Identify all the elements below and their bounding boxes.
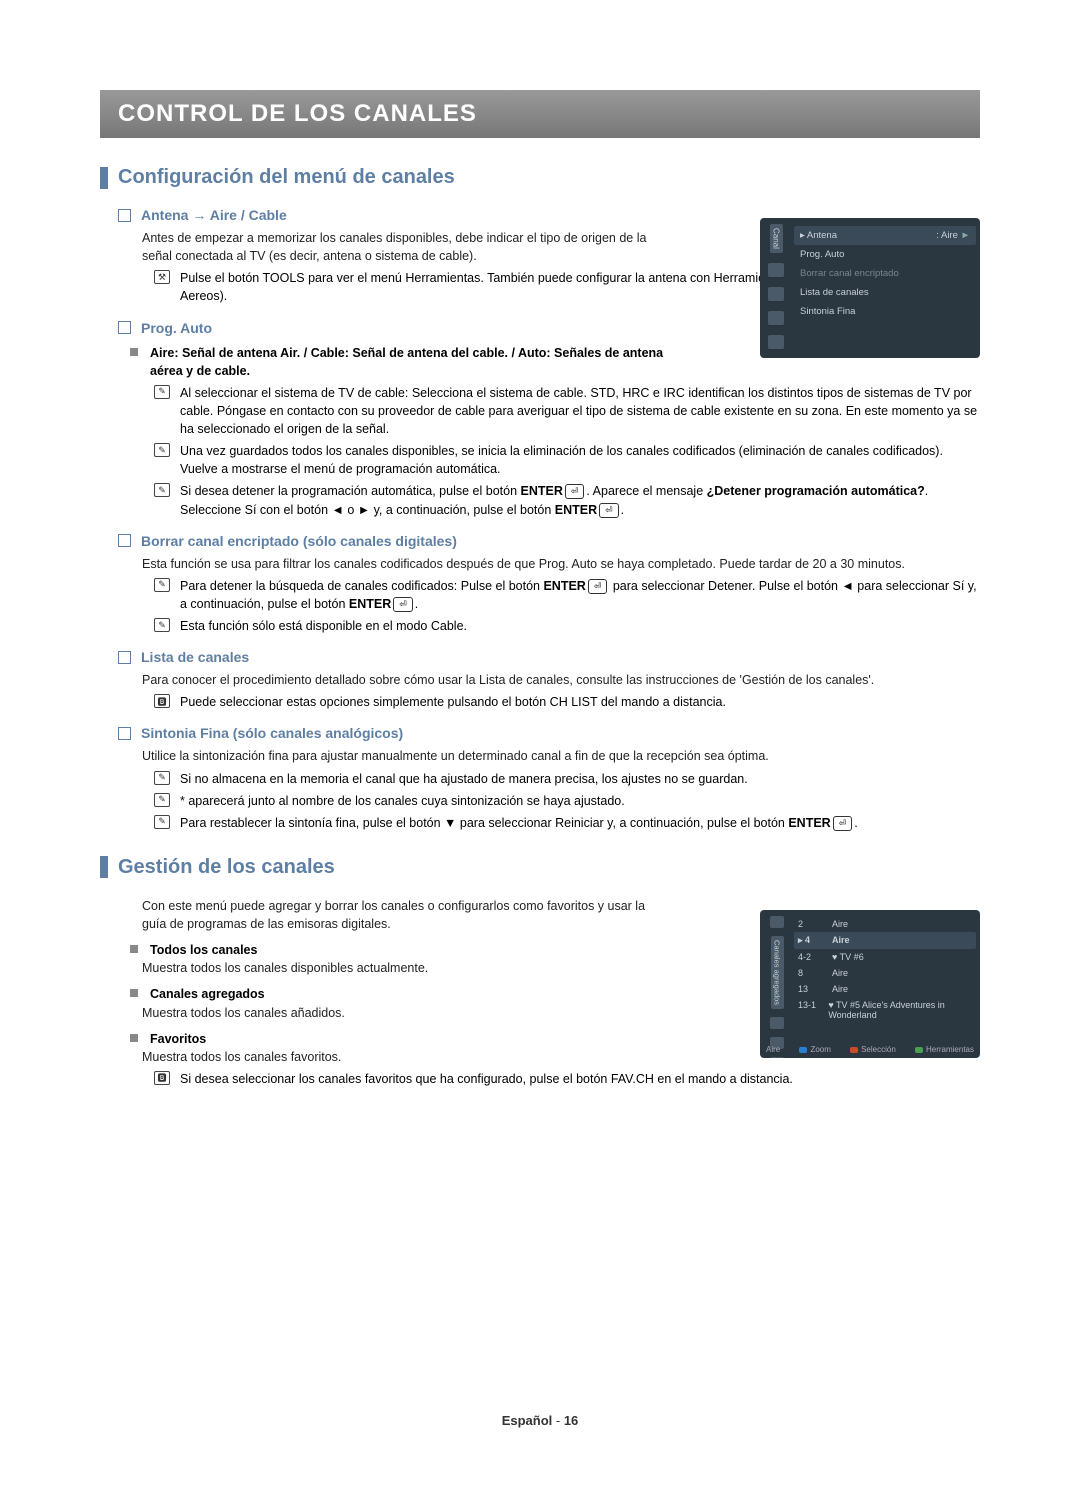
note-icon: ✎ [154, 385, 170, 399]
gestion-intro: Con este menú puede agregar y borrar los… [142, 897, 672, 933]
note-icon: ✎ [154, 578, 170, 592]
button-icon: 🅱 [154, 1071, 170, 1085]
chapter-title: CONTROL DE LOS CANALES [100, 90, 980, 138]
enter-icon: ⏎ [393, 597, 413, 612]
subhead-sintonia: Sintonia Fina (sólo canales analógicos) [118, 725, 980, 741]
note-icon: ✎ [154, 618, 170, 632]
osd-icon [768, 311, 784, 325]
gestion-bnote: 🅱 Si desea seleccionar los canales favor… [154, 1070, 980, 1088]
page-footer: Español - 16 [0, 1413, 1080, 1428]
progauto-n1: ✎ Al seleccionar el sistema de TV de cab… [154, 384, 980, 438]
osd-icon [770, 1057, 784, 1058]
sintonia-n2: ✎ * aparecerá junto al nombre de los can… [154, 792, 980, 810]
note-icon: ✎ [154, 483, 170, 497]
osd-icon [768, 263, 784, 277]
sintonia-n3: ✎ Para restablecer la sintonía fina, pul… [154, 814, 980, 832]
antena-intro: Antes de empezar a memorizar los canales… [142, 229, 672, 265]
subhead-lista: Lista de canales [118, 649, 980, 665]
osd-air-label: Aire [766, 1045, 780, 1054]
enter-icon: ⏎ [599, 503, 619, 518]
section-head-config: Configuración del menú de canales [100, 166, 980, 189]
osd-icon [768, 287, 784, 301]
note-icon: ✎ [154, 793, 170, 807]
sintonia-n1: ✎ Si no almacena en la memoria el canal … [154, 770, 980, 788]
borrar-n1: ✎ Para detener la búsqueda de canales co… [154, 577, 980, 613]
osd-icon [770, 916, 784, 928]
osd-icon [770, 1017, 784, 1029]
enter-icon: ⏎ [565, 484, 585, 499]
subhead-borrar: Borrar canal encriptado (sólo canales di… [118, 533, 980, 549]
enter-icon: ⏎ [833, 816, 853, 831]
osd-channel-list: Canales agregados 2Aire▸ 4Aire4-2♥ TV #6… [760, 910, 980, 1058]
note-icon: ✎ [154, 771, 170, 785]
lista-intro: Para conocer el procedimiento detallado … [142, 671, 980, 689]
button-icon: 🅱 [154, 694, 170, 708]
tools-icon: ⚒ [154, 270, 170, 284]
osd-channel-menu: Canal ▸ Antena: Aire ►Prog. Auto Borrar … [760, 218, 980, 358]
sintonia-intro: Utilice la sintonización fina para ajust… [142, 747, 980, 765]
section-head-gestion: Gestión de los canales [100, 856, 980, 879]
note-icon: ✎ [154, 815, 170, 829]
lista-b1: 🅱 Puede seleccionar estas opciones simpl… [154, 693, 980, 711]
progauto-n2: ✎ Una vez guardados todos los canales di… [154, 442, 980, 478]
progauto-n3: ✎ Si desea detener la programación autom… [154, 482, 980, 518]
note-icon: ✎ [154, 443, 170, 457]
enter-icon: ⏎ [588, 579, 608, 594]
borrar-n2: ✎ Esta función sólo está disponible en e… [154, 617, 980, 635]
osd-icon [768, 335, 784, 349]
borrar-intro: Esta función se usa para filtrar los can… [142, 555, 980, 573]
